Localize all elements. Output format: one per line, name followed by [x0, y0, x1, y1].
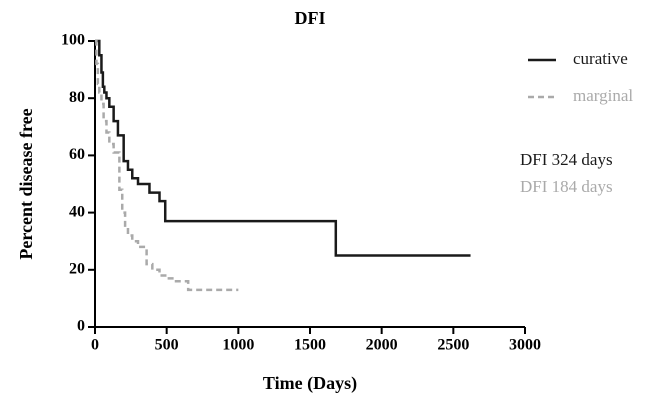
annotation: DFI 184 days	[520, 177, 613, 196]
x-tick-label: 3000	[509, 337, 541, 354]
series-line	[95, 39, 471, 257]
x-tick-label: 500	[155, 337, 179, 354]
y-tick-label: 0	[77, 318, 85, 335]
series-line	[95, 39, 239, 292]
x-tick-label: 1500	[294, 337, 326, 354]
y-tick-label: 60	[69, 146, 85, 163]
chart-title: DFI	[295, 8, 326, 28]
y-tick-label: 20	[69, 260, 85, 277]
x-tick-label: 1000	[222, 337, 254, 354]
y-axis-title: Percent disease free	[16, 108, 36, 259]
legend-label: marginal	[573, 86, 633, 105]
annotation: DFI 324 days	[520, 150, 613, 169]
x-axis-title: Time (Days)	[263, 373, 357, 394]
y-tick-label: 40	[69, 203, 85, 220]
x-tick-label: 2500	[437, 337, 469, 354]
y-tick-label: 80	[69, 89, 85, 106]
y-tick-label: 100	[61, 32, 85, 49]
x-tick-label: 2000	[366, 337, 398, 354]
x-tick-label: 0	[91, 337, 99, 354]
legend-label: curative	[573, 49, 628, 68]
